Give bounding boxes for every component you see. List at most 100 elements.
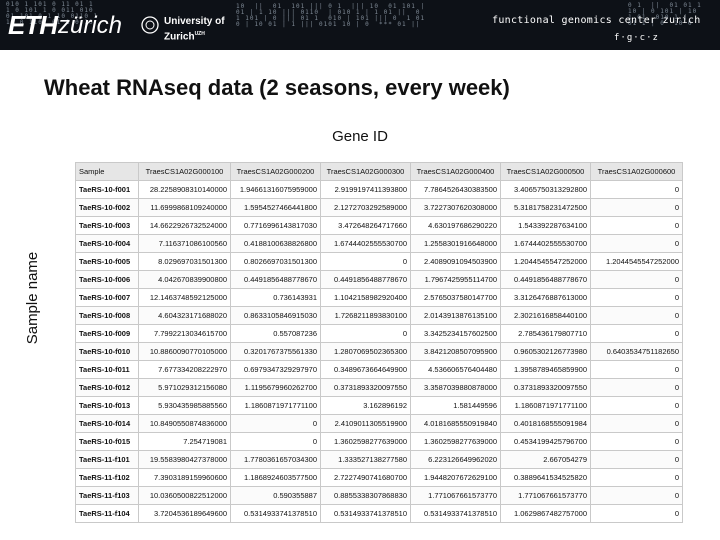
expression-value-cell: 1.3602598277639000 — [320, 432, 411, 451]
expression-value-cell: 0.557087236 — [230, 324, 321, 343]
expression-value-cell: 0.3889641534525820 — [500, 468, 591, 487]
expression-value-cell: 5.930435985885560 — [138, 396, 231, 415]
expression-value-cell: 2.1272703292589000 — [320, 198, 411, 217]
expression-value-cell: 0 — [590, 378, 683, 397]
eth-logo: ETH — [8, 10, 58, 40]
table-row: TaeRS-10-f001 28.2258908310140000 1.946613… — [75, 180, 683, 199]
expression-value-cell: 0.8855338307868830 — [320, 486, 411, 505]
column-header: TraesCS1A02G000600 — [590, 162, 683, 181]
uzh-logo-suffix: UZH — [194, 31, 205, 37]
gene-id-label: Gene ID — [332, 128, 388, 145]
fgcz-title: functional genomics center zurich — [492, 15, 701, 26]
expression-value-cell: 7.254719081 — [138, 432, 231, 451]
expression-value-cell: 7.7864526430383500 — [410, 180, 501, 199]
expression-value-cell: 0 — [590, 306, 683, 325]
expression-value-cell: 6.223126649962020 — [410, 450, 501, 469]
expression-table: Sample TraesCS1A02G000100 TraesCS1A02G00… — [75, 162, 683, 523]
table-row: TaeRS-10-f005 8.029697031501300 0.80266970… — [75, 252, 683, 271]
table-row: TaeRS-10-f013 5.930435985885560 1.18608719… — [75, 396, 683, 415]
expression-value-cell: 0 — [590, 468, 683, 487]
expression-value-cell: 3.3425234157602500 — [410, 324, 501, 343]
table-row: TaeRS-10-f010 10.8860090770105000 0.320176… — [75, 342, 683, 361]
expression-value-cell: 1.771067661573770 — [410, 486, 501, 505]
sample-name-cell: TaeRS-10-f002 — [75, 198, 139, 217]
expression-value-cell: 1.7268211893830100 — [320, 306, 411, 325]
sample-name-cell: TaeRS-10-f015 — [75, 432, 139, 451]
expression-value-cell: 0 — [590, 504, 683, 523]
expression-value-cell: 4.0181685550919840 — [410, 414, 501, 433]
header-banner: 010 1 101 0 11 01 1 1 0 101 1 0 011 010 … — [0, 0, 720, 50]
expression-value-cell: 4.630197686290220 — [410, 216, 501, 235]
expression-value-cell: 19.5583980427378000 — [138, 450, 231, 469]
expression-value-cell: 7.677334208222970 — [138, 360, 231, 379]
expression-value-cell: 0 — [590, 414, 683, 433]
expression-value-cell: 1.2558301916648000 — [410, 234, 501, 253]
sample-name-cell: TaeRS-11-f101 — [75, 450, 139, 469]
expression-value-cell: 1.5954527466441800 — [230, 198, 321, 217]
expression-value-cell: 3.472648264717660 — [320, 216, 411, 235]
expression-value-cell: 1.333527138277580 — [320, 450, 411, 469]
sample-name-cell: TaeRS-10-f009 — [75, 324, 139, 343]
sample-name-label: Sample name — [24, 251, 41, 345]
expression-value-cell: 0.4188100638826800 — [230, 234, 321, 253]
expression-value-cell: 28.2258908310140000 — [138, 180, 231, 199]
eth-logo-zurich: zürich — [58, 12, 123, 39]
expression-value-cell: 4.042670839900800 — [138, 270, 231, 289]
expression-value-cell: 7.3903189159960600 — [138, 468, 231, 487]
expression-value-cell: 0 — [320, 324, 411, 343]
table-header-row: Sample TraesCS1A02G000100 TraesCS1A02G00… — [75, 162, 683, 181]
expression-value-cell: 5.971029312156080 — [138, 378, 231, 397]
sample-name-cell: TaeRS-10-f007 — [75, 288, 139, 307]
slide-title: Wheat RNAseq data (2 seasons, every week… — [44, 75, 510, 100]
expression-value-cell: 2.4089091094503900 — [410, 252, 501, 271]
expression-value-cell: 0 — [230, 414, 321, 433]
expression-value-cell: 0.6979347329297970 — [230, 360, 321, 379]
sample-name-cell: TaeRS-11-f104 — [75, 504, 139, 523]
expression-value-cell: 11.6999868109240000 — [138, 198, 231, 217]
expression-value-cell: 1.3602598277639000 — [410, 432, 501, 451]
expression-value-cell: 2.7227490741680700 — [320, 468, 411, 487]
expression-value-cell: 1.94661316075959000 — [230, 180, 321, 199]
table-row: TaeRS-10-f002 11.6999868109240000 1.595452… — [75, 198, 683, 217]
expression-value-cell: 1.771067661573770 — [500, 486, 591, 505]
sample-name-cell: TaeRS-10-f010 — [75, 342, 139, 361]
expression-value-cell: 1.1860871971771100 — [230, 396, 321, 415]
expression-value-cell: 2.785436179807710 — [500, 324, 591, 343]
column-header: TraesCS1A02G000300 — [320, 162, 411, 181]
expression-value-cell: 3.3126476887613000 — [500, 288, 591, 307]
uzh-seal-icon — [141, 16, 159, 34]
sample-name-cell: TaeRS-10-f011 — [75, 360, 139, 379]
table-row: TaeRS-10-f008 4.604323171688020 0.86331058… — [75, 306, 683, 325]
table-row: TaeRS-10-f004 7.116371086100560 0.41881006… — [75, 234, 683, 253]
expression-value-cell: 12.1463748592125000 — [138, 288, 231, 307]
table-row: TaeRS-10-f003 14.6622926732524000 0.771699… — [75, 216, 683, 235]
column-header: TraesCS1A02G000100 — [138, 162, 231, 181]
table-row: TaeRS-11-f103 10.0360500822512000 0.590355… — [75, 486, 683, 505]
expression-value-cell: 1.7967425955114700 — [410, 270, 501, 289]
table-row: TaeRS-10-f006 4.042670839900800 0.44918564… — [75, 270, 683, 289]
expression-value-cell: 0 — [590, 486, 683, 505]
expression-value-cell: 2.667054279 — [500, 450, 591, 469]
expression-value-cell: 0 — [590, 450, 683, 469]
column-header: TraesCS1A02G000400 — [410, 162, 501, 181]
expression-value-cell: 1.1195679960262700 — [230, 378, 321, 397]
expression-value-cell: 0 — [590, 360, 683, 379]
expression-value-cell: 2.4109011305519900 — [320, 414, 411, 433]
uzh-logo: University of ZurichUZH — [164, 16, 225, 43]
column-header: TraesCS1A02G000500 — [500, 162, 591, 181]
sample-name-cell: TaeRS-10-f012 — [75, 378, 139, 397]
table-row: TaeRS-11-f101 19.5583980427378000 1.778036… — [75, 450, 683, 469]
expression-value-cell: 0.3731893320097550 — [500, 378, 591, 397]
expression-value-cell: 1.1868924603577500 — [230, 468, 321, 487]
expression-value-cell: 1.0629867482757000 — [500, 504, 591, 523]
expression-value-cell: 0.4018168555091984 — [500, 414, 591, 433]
fgcz-abbreviation: f·g·c·z — [614, 33, 659, 43]
expression-value-cell: 1.6744402555530700 — [320, 234, 411, 253]
expression-value-cell: 0.4491856488778670 — [320, 270, 411, 289]
expression-value-cell: 0.9605302126773980 — [500, 342, 591, 361]
expression-value-cell: 4.536606576404480 — [410, 360, 501, 379]
table-row: TaeRS-10-f012 5.971029312156080 1.11956799… — [75, 378, 683, 397]
expression-value-cell: 3.162896192 — [320, 396, 411, 415]
expression-value-cell: 2.0143913876135100 — [410, 306, 501, 325]
expression-value-cell: 0 — [590, 432, 683, 451]
